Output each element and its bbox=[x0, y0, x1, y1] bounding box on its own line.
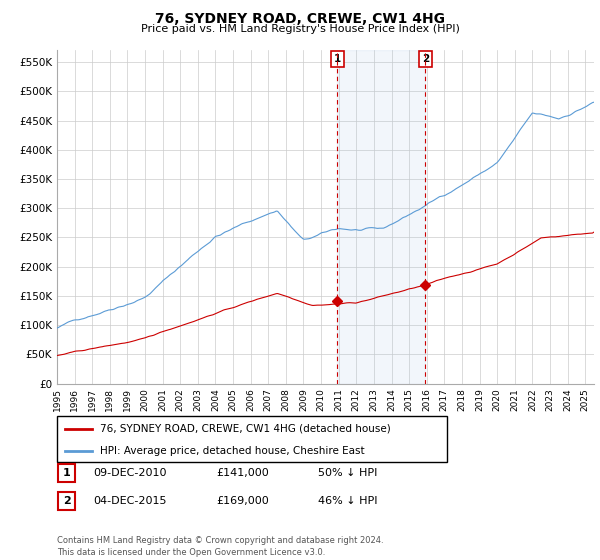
Text: 09-DEC-2010: 09-DEC-2010 bbox=[93, 468, 167, 478]
Text: 76, SYDNEY ROAD, CREWE, CW1 4HG (detached house): 76, SYDNEY ROAD, CREWE, CW1 4HG (detache… bbox=[100, 424, 391, 434]
Text: 46% ↓ HPI: 46% ↓ HPI bbox=[318, 496, 377, 506]
Text: 1: 1 bbox=[63, 468, 70, 478]
Text: 1: 1 bbox=[334, 54, 341, 64]
Text: Price paid vs. HM Land Registry's House Price Index (HPI): Price paid vs. HM Land Registry's House … bbox=[140, 24, 460, 34]
Bar bbox=[337, 50, 425, 384]
Text: 76, SYDNEY ROAD, CREWE, CW1 4HG: 76, SYDNEY ROAD, CREWE, CW1 4HG bbox=[155, 12, 445, 26]
Text: Contains HM Land Registry data © Crown copyright and database right 2024.
This d: Contains HM Land Registry data © Crown c… bbox=[57, 536, 383, 557]
Text: 2: 2 bbox=[422, 54, 429, 64]
Text: HPI: Average price, detached house, Cheshire East: HPI: Average price, detached house, Ches… bbox=[100, 446, 365, 455]
Text: 50% ↓ HPI: 50% ↓ HPI bbox=[318, 468, 377, 478]
Text: £169,000: £169,000 bbox=[216, 496, 269, 506]
Text: 04-DEC-2015: 04-DEC-2015 bbox=[93, 496, 167, 506]
Text: £141,000: £141,000 bbox=[216, 468, 269, 478]
Text: 2: 2 bbox=[63, 496, 70, 506]
